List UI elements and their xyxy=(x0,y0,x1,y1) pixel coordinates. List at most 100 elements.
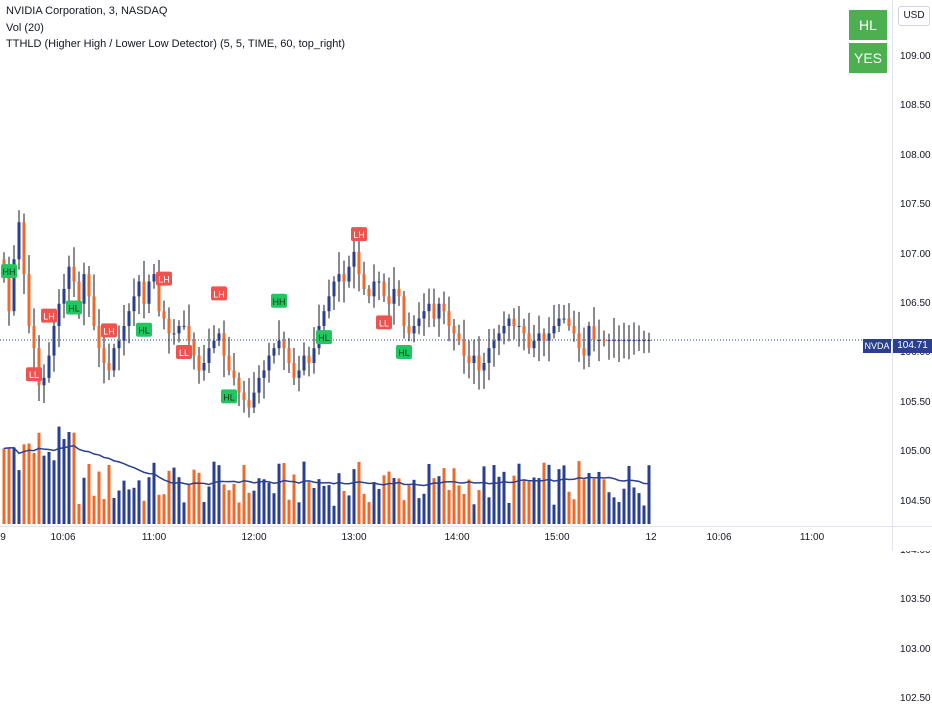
volume-bar xyxy=(147,477,151,524)
volume-bar xyxy=(117,490,121,524)
candle-body xyxy=(417,318,421,326)
volume-bar xyxy=(422,493,426,524)
volume-bar xyxy=(297,502,301,524)
marker-lh: LH xyxy=(156,271,172,286)
candle-body xyxy=(247,400,251,408)
volume-bar xyxy=(457,485,461,524)
currency-button[interactable]: USD xyxy=(898,6,930,26)
candle-body xyxy=(42,377,46,386)
candle-body xyxy=(182,325,186,327)
candle-body xyxy=(452,325,456,334)
volume-bar xyxy=(432,478,436,524)
time-axis[interactable]: 9 10:06 11:00 12:00 13:00 14:00 15:00 12 10:06 11… xyxy=(0,526,892,551)
price-axis[interactable]: 109.00108.50108.00107.50107.00106.50106.… xyxy=(892,0,932,704)
volume-bar xyxy=(437,476,441,524)
indicator-legend[interactable]: TTHLD (Higher High / Lower Low Detector)… xyxy=(6,38,346,50)
price-tick: 102.50 xyxy=(900,693,931,704)
volume-bar xyxy=(387,471,391,524)
volume-bar xyxy=(32,452,36,524)
volume-bar xyxy=(12,447,16,524)
volume-bar xyxy=(627,465,631,524)
marker-ll: LL xyxy=(376,315,392,330)
price-tick: 103.00 xyxy=(900,643,931,655)
candle-body xyxy=(577,333,581,349)
volume-bar xyxy=(262,479,266,524)
volume-bar xyxy=(192,469,196,524)
svg-text:LL: LL xyxy=(29,370,39,380)
volume-bar xyxy=(517,463,521,524)
candle-body xyxy=(187,325,191,341)
marker-lh: LH xyxy=(101,323,117,338)
candle-body xyxy=(202,363,206,371)
candle-body xyxy=(457,333,461,341)
symbol-price-label: NVDA xyxy=(863,339,891,353)
candle-body xyxy=(387,296,391,304)
candle-body xyxy=(212,340,216,349)
volume-bar xyxy=(97,471,101,524)
candle-body xyxy=(617,340,621,342)
volume-bar xyxy=(342,491,346,524)
candle-body xyxy=(442,303,446,312)
volume-bar xyxy=(377,488,381,524)
candle-body xyxy=(277,340,281,349)
volume-bar xyxy=(227,490,231,524)
volume-bar xyxy=(222,484,226,524)
volume-bar xyxy=(237,502,241,524)
candle-body xyxy=(157,274,161,312)
volume-bar xyxy=(67,432,71,524)
volume-bar xyxy=(642,505,646,524)
chart-pane[interactable]: HH LL LH HL LH HL LH LL LH HL HH HL LH LL HL NVIDIA Co… xyxy=(0,0,892,526)
symbol-title[interactable]: NVIDIA Corporation, 3, NASDAQ xyxy=(6,5,168,17)
volume-bar xyxy=(77,504,81,524)
candle-body xyxy=(282,340,286,349)
candle-body xyxy=(262,370,266,378)
candle-body xyxy=(647,340,651,342)
volume-bar xyxy=(62,439,66,524)
volume-bar xyxy=(162,494,166,524)
volume-bar xyxy=(617,502,621,524)
volume-legend[interactable]: Vol (20) xyxy=(6,22,44,34)
volume-bar xyxy=(352,469,356,524)
volume-bar xyxy=(552,504,556,524)
volume-bar xyxy=(592,478,596,524)
time-tick: 10:06 xyxy=(50,532,76,543)
volume-bar xyxy=(277,463,281,524)
volume-bar xyxy=(537,478,541,524)
price-tick: 107.00 xyxy=(900,248,931,260)
chart-canvas[interactable]: HH LL LH HL LH HL LH LL LH HL HH HL LH LL HL xyxy=(0,0,892,526)
volume-bar xyxy=(267,482,271,524)
volume-bar xyxy=(332,505,336,524)
candle-body xyxy=(22,222,26,275)
volume-bar xyxy=(607,492,611,524)
volume-bar xyxy=(392,478,396,524)
candle-body xyxy=(222,333,226,356)
candle-body xyxy=(437,303,441,319)
time-tick: 10:06 xyxy=(706,532,732,543)
volume-bar xyxy=(137,480,141,524)
volume-bar xyxy=(207,486,211,524)
volume-bar xyxy=(412,479,416,524)
volume-bar xyxy=(632,487,636,524)
volume-bar xyxy=(72,432,76,524)
indicator-table-yes: YES xyxy=(849,43,887,73)
volume-bar xyxy=(307,482,311,524)
svg-text:LH: LH xyxy=(43,312,55,322)
volume-bar xyxy=(547,464,551,524)
volume-bar xyxy=(52,460,56,524)
volume-bar xyxy=(17,470,21,524)
candle-body xyxy=(147,281,151,304)
indicator-table-divider xyxy=(849,41,887,43)
candle-body xyxy=(557,318,561,326)
candle-body xyxy=(642,340,646,342)
candle-body xyxy=(492,340,496,349)
candle-body xyxy=(307,355,311,364)
candle-body xyxy=(377,281,381,283)
volume-bar xyxy=(372,482,376,524)
candle-body xyxy=(137,281,141,297)
svg-text:LH: LH xyxy=(158,275,170,285)
volume-bar xyxy=(572,499,576,524)
price-tick: 103.50 xyxy=(900,594,931,606)
volume-bar xyxy=(172,467,176,524)
candle-body xyxy=(612,340,616,342)
volume-bar xyxy=(542,462,546,524)
